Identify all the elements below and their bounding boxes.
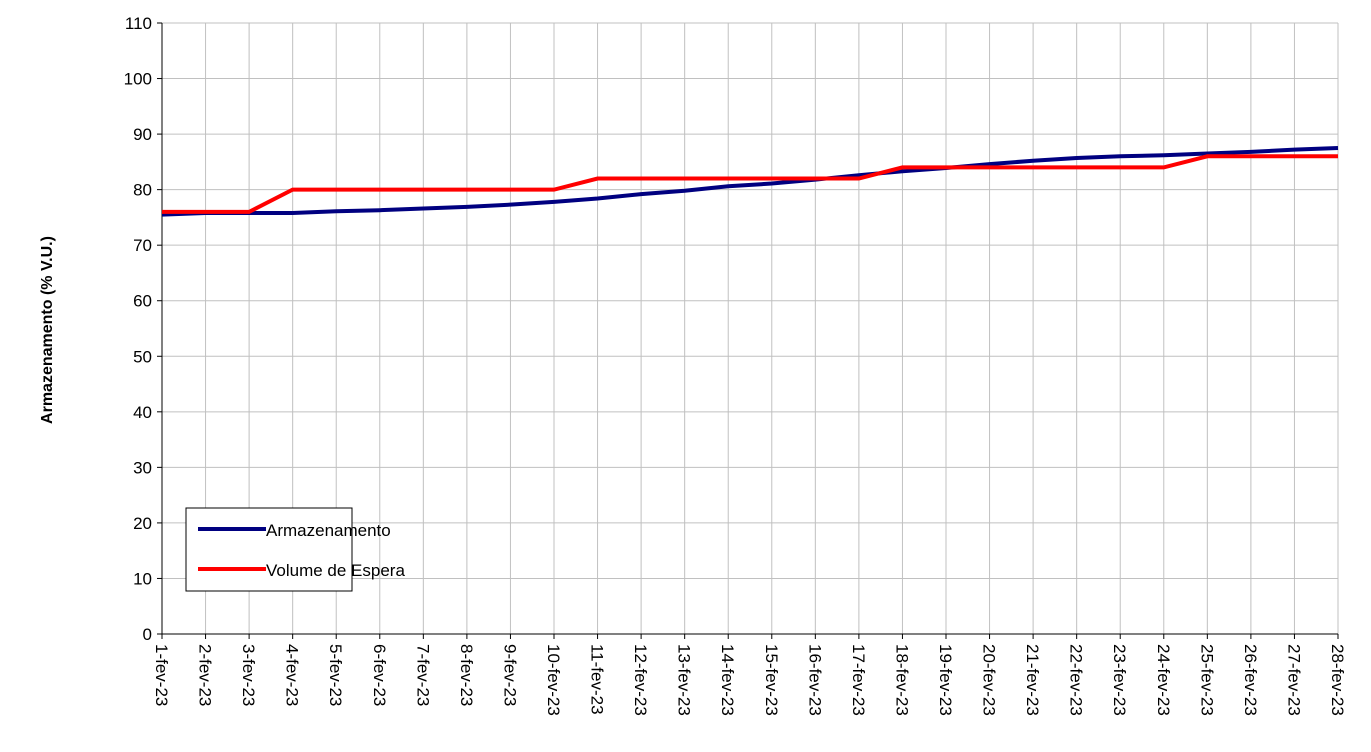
x-tick-label: 25-fev-23 bbox=[1197, 644, 1216, 716]
x-tick-label: 14-fev-23 bbox=[718, 644, 737, 716]
x-tick-label: 17-fev-23 bbox=[849, 644, 868, 716]
x-tick-label: 18-fev-23 bbox=[892, 644, 911, 716]
y-axis-title: Armazenamento (% V.U.) bbox=[39, 236, 56, 424]
x-tick-label: 28-fev-23 bbox=[1328, 644, 1347, 716]
y-tick-label: 110 bbox=[125, 14, 152, 33]
x-tick-label: 13-fev-23 bbox=[675, 644, 694, 716]
series-line bbox=[162, 154, 1338, 214]
y-tick-label: 100 bbox=[124, 70, 152, 89]
x-tick-label: 15-fev-23 bbox=[762, 644, 781, 716]
y-tick-label: 0 bbox=[143, 625, 152, 644]
y-tick-label: 90 bbox=[133, 125, 152, 144]
x-tick-label: 7-fev-23 bbox=[413, 644, 432, 706]
x-tick-label: 20-fev-23 bbox=[980, 644, 999, 716]
y-tick-label: 10 bbox=[133, 569, 152, 588]
x-tick-label: 2-fev-23 bbox=[196, 644, 215, 706]
legend-box bbox=[185, 507, 353, 592]
legend-label: Armazenamento bbox=[266, 521, 391, 540]
y-tick-label: 20 bbox=[133, 514, 152, 533]
series-line bbox=[161, 145, 1339, 217]
x-tick-label: 22-fev-23 bbox=[1067, 644, 1086, 716]
x-tick-label: 19-fev-23 bbox=[936, 644, 955, 716]
x-tick-label: 4-fev-23 bbox=[283, 644, 302, 706]
y-tick-label: 30 bbox=[133, 458, 152, 477]
x-tick-label: 24-fev-23 bbox=[1154, 644, 1173, 716]
x-tick-label: 21-fev-23 bbox=[1023, 644, 1042, 716]
y-tick-label: 70 bbox=[133, 236, 152, 255]
x-tick-label: 3-fev-23 bbox=[239, 644, 258, 706]
y-tick-label: 80 bbox=[133, 181, 152, 200]
x-tick-label: 27-fev-23 bbox=[1284, 644, 1303, 716]
x-tick-label: 11-fev-23 bbox=[588, 644, 607, 715]
x-tick-label: 1-fev-23 bbox=[152, 644, 171, 706]
y-tick-label: 50 bbox=[133, 347, 152, 366]
x-tick-label: 16-fev-23 bbox=[805, 644, 824, 716]
x-tick-label: 6-fev-23 bbox=[370, 644, 389, 706]
x-tick-label: 5-fev-23 bbox=[326, 644, 345, 706]
x-tick-label: 9-fev-23 bbox=[500, 644, 519, 706]
legend-label: Volume de Espera bbox=[266, 561, 405, 580]
y-tick-label: 40 bbox=[133, 403, 152, 422]
x-tick-label: 10-fev-23 bbox=[544, 644, 563, 716]
x-tick-label: 23-fev-23 bbox=[1110, 644, 1129, 716]
x-tick-label: 26-fev-23 bbox=[1241, 644, 1260, 716]
x-tick-label: 8-fev-23 bbox=[457, 644, 476, 706]
y-tick-label: 60 bbox=[133, 292, 152, 311]
x-tick-label: 12-fev-23 bbox=[631, 644, 650, 716]
